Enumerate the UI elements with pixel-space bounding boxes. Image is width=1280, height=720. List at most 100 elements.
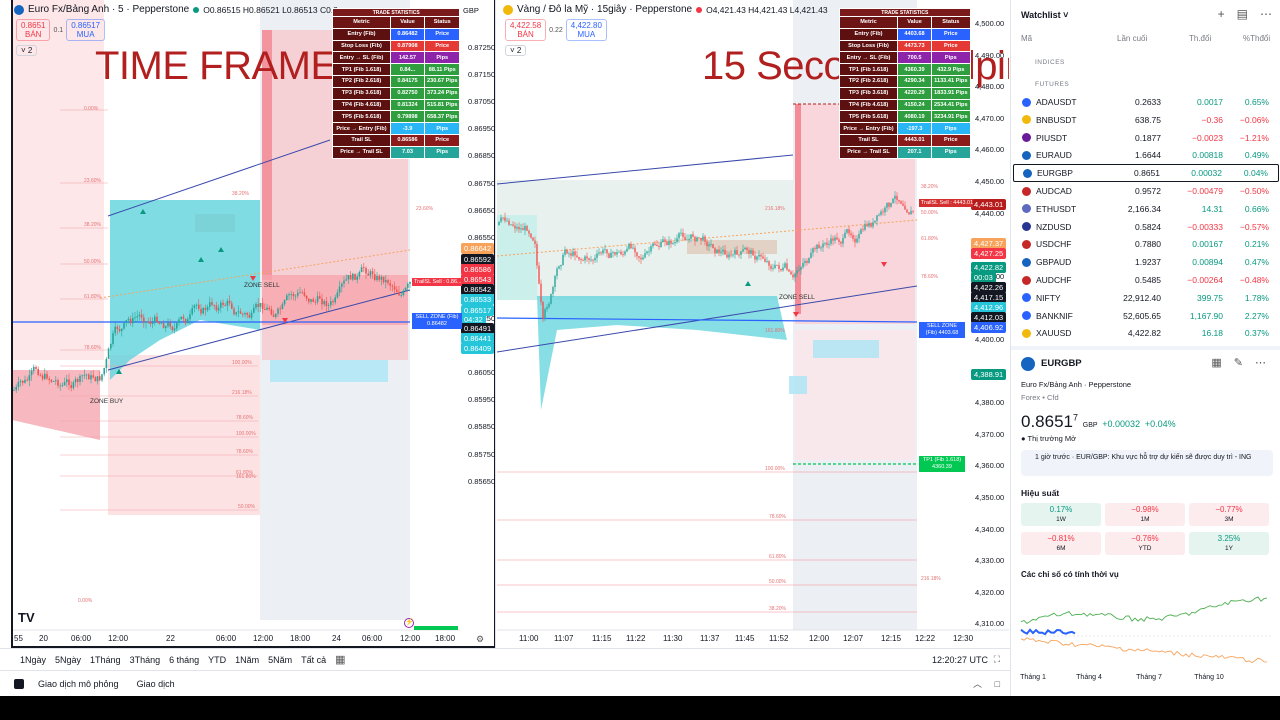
chart-pane-xauusd[interactable]: Vàng / Đô la Mỹ · 15giây · Pepperstone O… <box>497 0 1009 648</box>
xauusd-chart-canvas[interactable] <box>497 0 1009 648</box>
watchlist-row[interactable]: ADAUSDT 0.2633 0.0017 0.65% <box>1013 93 1279 111</box>
performance-cell[interactable]: −0.98% 1M <box>1105 503 1185 526</box>
buy-button[interactable]: 0.86517 MUA <box>66 19 106 41</box>
watchlist-row[interactable]: AUDCAD 0.9572 −0.00479 −0.50% <box>1013 182 1279 200</box>
more-icon[interactable]: ⋯ <box>1255 357 1266 369</box>
watchlist-row[interactable]: GBPAUD 1.9237 0.00894 0.47% <box>1013 253 1279 271</box>
time-tick[interactable]: 11:15 <box>592 634 612 643</box>
watchlist-row[interactable]: USDCHF 0.7880 0.00167 0.21% <box>1013 235 1279 253</box>
row-last: 22,912.40 <box>1123 292 1161 303</box>
row-change: 14.31 <box>1201 203 1223 214</box>
buy-button[interactable]: 4,422.80 MUA <box>565 19 607 41</box>
time-tick[interactable]: 12:22 <box>915 634 936 643</box>
watchlist-row[interactable]: EURAUD 1.6644 0.00818 0.49% <box>1013 146 1279 164</box>
watchlist-row[interactable]: PIUSDT 0.1877 −0.0023 −1.21% <box>1013 129 1279 147</box>
price-tick: 4,340.00 <box>975 524 1005 534</box>
time-tick[interactable]: 12:00 <box>253 634 274 643</box>
time-tick[interactable]: 12:00 <box>108 634 129 643</box>
performance-cell[interactable]: −0.77% 3M <box>1189 503 1269 526</box>
time-tick[interactable]: 12:00 <box>809 634 830 643</box>
time-tick[interactable]: 12:07 <box>843 634 864 643</box>
col-last[interactable]: Lần cuối <box>1117 34 1148 43</box>
time-tick[interactable]: 11:07 <box>554 634 574 643</box>
watchlist-row[interactable]: AUDCHF 0.5485 −0.00264 −0.48% <box>1013 271 1279 289</box>
add-symbol-icon[interactable]: + <box>1217 7 1225 21</box>
watchlist-row[interactable]: NIFTY 22,912.40 399.75 1.78% <box>1013 289 1279 307</box>
grid-icon[interactable]: ▦ <box>1211 357 1222 369</box>
watchlist-row[interactable]: BANKNIF 52,605.65 1,167.90 2.27% <box>1013 307 1279 325</box>
collapse-icon[interactable]: ︿ <box>972 679 982 689</box>
watchlist-title[interactable]: Watchlist ˅ <box>1021 10 1069 20</box>
time-tick[interactable]: 11:52 <box>769 634 789 643</box>
col-symbol[interactable]: Mã <box>1021 34 1033 43</box>
candle-body <box>828 243 830 245</box>
sell-button[interactable]: 4,422.58 BÁN <box>505 19 547 41</box>
candle-body <box>176 322 178 329</box>
sell-button[interactable]: 0.8651 BÁN <box>16 19 51 41</box>
time-tick[interactable]: 24 <box>332 634 341 643</box>
time-tick[interactable]: 18:00 <box>290 634 311 643</box>
settings-gear-icon[interactable]: ⚙ <box>476 634 485 644</box>
time-tick[interactable]: 11:00 <box>519 634 539 643</box>
edit-icon[interactable]: ✎ <box>1233 357 1243 369</box>
range-1m[interactable]: 1Tháng <box>90 654 121 665</box>
trading-tab[interactable]: Giao dịch <box>136 678 175 689</box>
maximize-icon[interactable]: □ <box>994 678 1000 689</box>
performance-cell[interactable]: −0.81% 6M <box>1021 532 1101 555</box>
layers-toggle[interactable]: ˅ 2 <box>505 45 527 56</box>
time-tick[interactable]: 18:00 <box>435 634 456 643</box>
candle-body <box>812 248 814 253</box>
more-icon[interactable]: ⋯ <box>1260 7 1272 21</box>
time-tick[interactable]: 20 <box>39 634 48 643</box>
performance-cell[interactable]: 3.25% 1Y <box>1189 532 1269 555</box>
candle-body <box>277 308 279 314</box>
range-all[interactable]: Tất cả <box>301 654 327 665</box>
performance-cell[interactable]: −0.76% YTD <box>1105 532 1185 555</box>
col-change[interactable]: Th.đổi <box>1189 34 1212 43</box>
watchlist-row[interactable]: NZDUSD 0.5824 −0.00333 −0.57% <box>1013 218 1279 236</box>
time-tick[interactable]: 12:15 <box>881 634 902 643</box>
paper-trading-tab[interactable]: Giao dịch mô phỏng <box>38 678 119 689</box>
watchlist-row[interactable]: EURGBP 0.8651 0.00032 0.04% <box>1013 164 1279 183</box>
time-tick[interactable]: 55 <box>14 634 23 643</box>
time-tick[interactable]: 11:30 <box>663 634 683 643</box>
range-6m[interactable]: 6 tháng <box>169 654 200 665</box>
seasonal-chart[interactable]: Tháng 1 Tháng 4 Tháng 7 Tháng 10 <box>1017 584 1275 686</box>
expand-icon[interactable]: ⛶ <box>993 654 1000 664</box>
range-ytd[interactable]: YTD <box>208 654 227 665</box>
range-1y[interactable]: 1Năm <box>235 654 260 665</box>
symbol-header[interactable]: Euro Fx/Bảng Anh · 5 · Pepperstone O0.86… <box>14 4 345 15</box>
time-tick[interactable]: 11:45 <box>735 634 755 643</box>
range-5d[interactable]: 5Ngày <box>55 654 82 665</box>
layout-icon[interactable]: ▤ <box>1236 7 1248 21</box>
candle-body <box>664 239 666 242</box>
lightning-icon[interactable]: ⚡ <box>404 618 414 628</box>
col-change-pct[interactable]: %Thđổi <box>1243 34 1271 43</box>
layers-toggle[interactable]: ˅ 2 <box>16 45 38 56</box>
performance-cell[interactable]: 0.17% 1W <box>1021 503 1101 526</box>
chart-pane-eurgbp[interactable]: Euro Fx/Bảng Anh · 5 · Pepperstone O0.86… <box>0 0 496 648</box>
time-tick[interactable]: 22 <box>166 634 175 643</box>
watchlist-row[interactable]: BNBUSDT 638.75 −0.36 −0.06% <box>1013 111 1279 129</box>
section-indices[interactable]: INDICES <box>1035 59 1065 66</box>
date-range-icon[interactable]: ▦ <box>335 654 346 666</box>
section-futures[interactable]: FUTURES <box>1035 81 1070 88</box>
range-5y[interactable]: 5Năm <box>268 654 293 665</box>
time-tick[interactable]: 11:37 <box>700 634 720 643</box>
time-tick[interactable]: 12:00 <box>400 634 421 643</box>
watchlist-row[interactable]: ETHUSDT 2,166.34 14.31 0.66% <box>1013 200 1279 218</box>
time-tick[interactable]: 11:22 <box>626 634 646 643</box>
time-tick[interactable]: 06:00 <box>71 634 92 643</box>
symbol-header[interactable]: Vàng / Đô la Mỹ · 15giây · Pepperstone O… <box>503 4 828 15</box>
watchlist-row[interactable]: XAUUSD 4,422.82 16.18 0.37% <box>1013 324 1279 342</box>
candle-body <box>704 236 706 242</box>
time-tick[interactable]: 12:30 <box>953 634 974 643</box>
seasonal-month-label: Tháng 1 <box>1020 674 1046 681</box>
news-item[interactable]: 1 giờ trước · EUR/GBP: Khu vực hỗ trợ dự… <box>1021 450 1273 476</box>
range-1d[interactable]: 1Ngày <box>20 654 47 665</box>
candle-body <box>268 307 270 310</box>
range-3m[interactable]: 3Tháng <box>129 654 161 665</box>
utc-clock[interactable]: 12:20:27 UTC <box>931 654 988 665</box>
time-tick[interactable]: 06:00 <box>216 634 237 643</box>
time-tick[interactable]: 06:00 <box>362 634 383 643</box>
